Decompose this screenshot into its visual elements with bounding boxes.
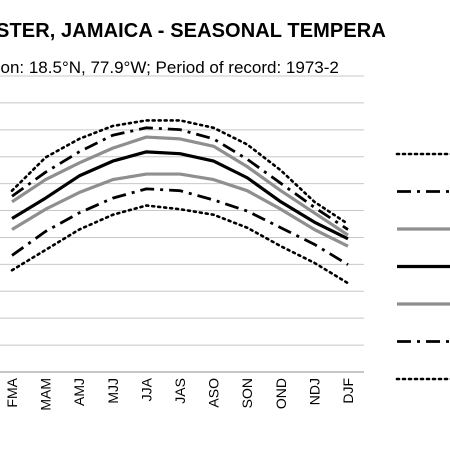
x-tick-label: JJA <box>138 377 154 401</box>
x-tick-label: MJJ <box>105 378 121 404</box>
series-line-7 <box>10 204 350 285</box>
grid-lines <box>0 75 364 373</box>
x-tick-label: JAS <box>172 378 188 404</box>
legend <box>395 152 450 381</box>
x-tick-label: ASO <box>206 378 222 408</box>
x-tick-label: AMJ <box>71 378 87 406</box>
series-line-6 <box>11 187 349 266</box>
series-line-5 <box>11 172 349 248</box>
x-tick-label: SON <box>239 378 255 408</box>
chart-subtitle: tion: 18.5°N, 77.9°W; Period of record: … <box>0 58 339 77</box>
x-tick-label: NDJ <box>306 378 322 405</box>
series-line-2 <box>11 126 349 231</box>
x-tick-label: MAM <box>38 378 54 411</box>
x-tick-labels: FMA MAM AMJ MJJ JJA JAS ASO SON OND NDJ DJF <box>4 377 356 410</box>
x-tick-label: DJF <box>340 378 356 404</box>
x-tick-label: OND <box>273 378 289 409</box>
series-line-4 <box>11 150 349 241</box>
series-line-1 <box>10 119 350 226</box>
chart-title: STER, JAMAICA - SEASONAL TEMPERA <box>0 20 386 42</box>
x-tick-label: FMA <box>4 377 20 407</box>
series-lines <box>10 119 350 285</box>
series-line-3 <box>11 135 349 237</box>
